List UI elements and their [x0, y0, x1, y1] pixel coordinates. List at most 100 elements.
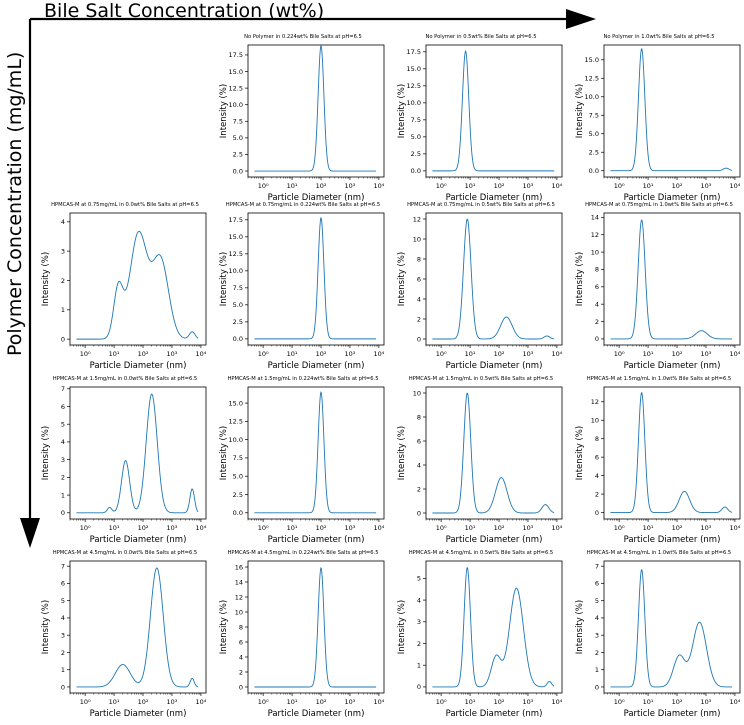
panel-r0-c3: No Polymer in 1.0wt% Bile Salts at pH=6.… — [575, 34, 741, 203]
x-tick-label: 10⁰ — [80, 350, 91, 358]
y-tick-label: 7.5 — [233, 284, 243, 292]
y-tick-label: 4 — [61, 614, 65, 622]
y-tick-label: 2.5 — [233, 318, 243, 326]
y-tick-label: 1 — [61, 666, 65, 674]
y-tick-label: 4 — [61, 438, 65, 446]
x-tick-label: 10⁴ — [373, 698, 384, 706]
x-tick-label: 10¹ — [465, 698, 476, 706]
x-tick-label: 10³ — [523, 350, 534, 358]
y-tick-label: 2 — [239, 668, 243, 676]
y-tick-label: 1 — [61, 491, 65, 499]
panel-title: No Polymer in 0.224wt% Bile Salts at pH=… — [244, 34, 362, 40]
size-distribution-line — [610, 568, 733, 688]
panel-r3-c2: HPMCAS-M at 4.5mg/mL in 0.5wt% Bile Salt… — [397, 550, 563, 719]
y-tick-label: 16 — [235, 563, 243, 571]
y-tick-label: 8 — [595, 435, 599, 443]
panel-r2-c3: HPMCAS-M at 1.5mg/mL in 1.0wt% Bile Salt… — [575, 376, 741, 545]
x-axis-label: Particle Diameter (nm) — [446, 361, 543, 371]
plot-frame — [603, 386, 741, 520]
plot-frame — [425, 44, 563, 178]
y-tick-label: 6 — [417, 275, 421, 283]
y-tick-label: 5 — [61, 421, 65, 429]
plot-frame — [69, 386, 207, 520]
y-tick-label: 2 — [595, 490, 599, 498]
y-tick-label: 12 — [591, 398, 599, 406]
y-tick-label: 0 — [417, 509, 421, 517]
x-tick-label: 10⁴ — [551, 698, 562, 706]
panel-title: HPMCAS-M at 4.5mg/mL in 0.5wt% Bile Salt… — [409, 550, 553, 556]
y-tick-label: 17.5 — [229, 216, 243, 224]
x-tick-label: 10² — [494, 350, 505, 358]
x-tick-label: 10⁰ — [436, 182, 447, 190]
size-distribution-line — [254, 216, 377, 340]
x-tick-label: 10¹ — [287, 350, 298, 358]
y-tick-label: 2 — [417, 315, 421, 323]
y-tick-label: 7.5 — [233, 118, 243, 126]
y-tick-label: 12.5 — [229, 84, 243, 92]
x-tick-label: 10³ — [701, 698, 712, 706]
y-tick-label: 4 — [595, 614, 599, 622]
x-tick-label: 10³ — [701, 524, 712, 532]
panel-r1-c1: HPMCAS-M at 0.75mg/mL in 0.224wt% Bile S… — [219, 202, 385, 371]
size-distribution-line — [76, 230, 199, 340]
x-tick-label: 10⁰ — [614, 524, 625, 532]
y-tick-label: 4 — [417, 295, 421, 303]
x-tick-label: 10³ — [701, 182, 712, 190]
y-tick-label: 15.0 — [407, 65, 421, 73]
x-tick-label: 10¹ — [287, 698, 298, 706]
x-tick-label: 10⁴ — [729, 524, 740, 532]
y-tick-label: 0.0 — [589, 167, 599, 175]
y-tick-label: 10.0 — [407, 99, 421, 107]
x-tick-label: 10⁰ — [436, 350, 447, 358]
panel-r0-c1: No Polymer in 0.224wt% Bile Salts at pH=… — [219, 34, 385, 203]
y-tick-label: 0.0 — [233, 509, 243, 517]
y-axis-label: Intensity (%) — [219, 252, 229, 306]
x-tick-label: 10³ — [523, 182, 534, 190]
x-tick-label: 10⁴ — [195, 350, 206, 358]
x-tick-label: 10¹ — [465, 350, 476, 358]
y-tick-label: 17.5 — [407, 48, 421, 56]
y-axis-label: Intensity (%) — [41, 252, 51, 306]
y-tick-label: 5.0 — [411, 133, 421, 141]
y-axis-label: Intensity (%) — [575, 426, 585, 480]
x-axis-label: Particle Diameter (nm) — [624, 361, 721, 371]
y-tick-label: 6 — [595, 580, 599, 588]
y-tick-label: 2.5 — [233, 151, 243, 159]
x-tick-label: 10⁰ — [80, 698, 91, 706]
y-tick-label: 2 — [595, 318, 599, 326]
x-tick-label: 10² — [672, 698, 683, 706]
x-tick-label: 10² — [494, 698, 505, 706]
x-tick-label: 10² — [316, 524, 327, 532]
y-tick-label: 2 — [417, 640, 421, 648]
panel-title: HPMCAS-M at 1.5mg/mL in 1.0wt% Bile Salt… — [587, 376, 731, 382]
y-axis-label: Intensity (%) — [575, 252, 585, 306]
y-tick-label: 0.0 — [233, 167, 243, 175]
panel-r2-c1: HPMCAS-M at 1.5mg/mL in 0.224wt% Bile Sa… — [219, 376, 385, 545]
panel-r1-c2: HPMCAS-M at 0.75mg/mL in 0.5wt% Bile Sal… — [397, 202, 563, 371]
y-tick-label: 5.0 — [233, 473, 243, 481]
x-axis-label: Particle Diameter (nm) — [446, 709, 543, 719]
x-tick-label: 10¹ — [109, 698, 120, 706]
bile-salt-axis-label: Bile Salt Concentration (wt%) — [44, 0, 324, 22]
y-tick-label: 10.0 — [229, 267, 243, 275]
y-tick-label: 6 — [61, 580, 65, 588]
y-tick-label: 6 — [595, 453, 599, 461]
x-tick-label: 10¹ — [643, 524, 654, 532]
panel-title: HPMCAS-M at 1.5mg/mL in 0.224wt% Bile Sa… — [227, 376, 378, 382]
x-tick-label: 10³ — [345, 524, 356, 532]
x-axis-label: Particle Diameter (nm) — [268, 535, 365, 545]
x-axis-label: Particle Diameter (nm) — [446, 193, 543, 203]
y-tick-label: 6 — [239, 638, 243, 646]
size-distribution-line — [610, 47, 733, 172]
y-tick-label: 5.0 — [589, 130, 599, 138]
size-distribution-line — [254, 391, 377, 514]
panel-r3-c0: HPMCAS-M at 4.5mg/mL in 0.0wt% Bile Salt… — [41, 550, 207, 719]
y-tick-label: 10 — [591, 417, 599, 425]
y-tick-label: 12 — [235, 593, 243, 601]
plot-frame — [247, 44, 385, 178]
y-tick-label: 12.5 — [407, 82, 421, 90]
panel-title: HPMCAS-M at 0.75mg/mL in 0.5wt% Bile Sal… — [407, 202, 555, 208]
y-tick-label: 2.5 — [411, 150, 421, 158]
y-axis-label: Intensity (%) — [41, 426, 51, 480]
y-tick-label: 12 — [413, 215, 421, 223]
